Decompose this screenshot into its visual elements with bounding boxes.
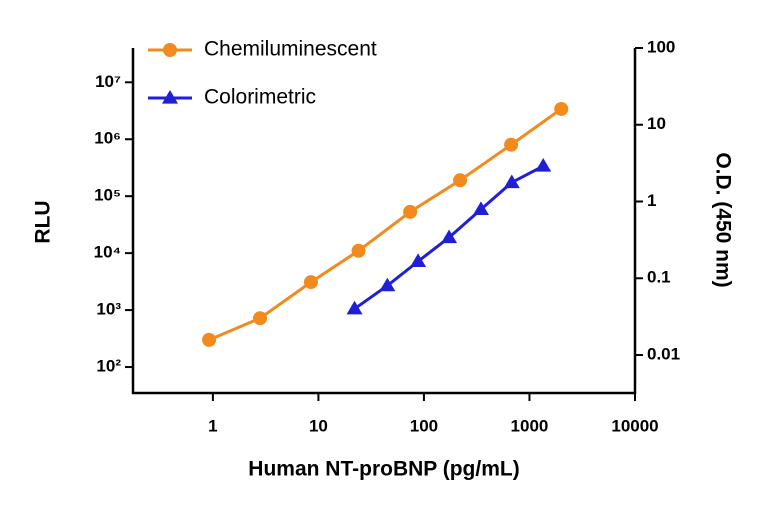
marker <box>410 253 427 267</box>
y-tick-label: 10⁷ <box>95 72 121 91</box>
y2-tick-label: 100 <box>647 37 675 56</box>
marker <box>554 101 569 116</box>
x-tick-label: 10 <box>309 416 328 435</box>
y-tick-label: 10³ <box>96 300 121 319</box>
x-tick-label: 1000 <box>511 416 549 435</box>
y-tick-label: 10⁵ <box>94 186 121 205</box>
series-line <box>208 107 563 342</box>
marker <box>346 300 363 315</box>
x-tick-label: 10000 <box>611 416 658 435</box>
y2-axis-title: O.D. (450 nm) <box>711 152 734 287</box>
legend-label: Colorimetric <box>204 86 316 109</box>
marker <box>441 229 458 244</box>
marker <box>403 204 418 219</box>
x-tick-label: 100 <box>410 416 438 435</box>
y2-tick-label: 0.1 <box>647 268 671 287</box>
legend-label: Chemiluminescent <box>204 38 377 61</box>
y2-tick-label: 0.01 <box>647 345 680 364</box>
y2-tick-label: 10 <box>647 114 666 133</box>
marker <box>472 201 489 215</box>
marker <box>453 173 468 188</box>
x-tick-label: 1 <box>208 416 217 435</box>
y2-tick-label: 1 <box>647 191 656 210</box>
marker <box>253 311 268 326</box>
marker <box>379 277 396 292</box>
marker <box>535 158 552 172</box>
y-tick-label: 10² <box>96 357 121 376</box>
marker <box>351 243 366 258</box>
marker <box>503 174 520 189</box>
y-axis-title: RLU <box>32 200 55 243</box>
marker <box>303 275 318 290</box>
y-tick-label: 10⁶ <box>94 129 121 148</box>
x-axis-title: Human NT-proBNP (pg/mL) <box>248 458 519 481</box>
legend-marker <box>162 90 178 104</box>
y-tick-label: 10⁴ <box>94 243 121 262</box>
legend-marker <box>163 43 177 57</box>
marker <box>504 137 519 152</box>
marker <box>202 332 217 347</box>
